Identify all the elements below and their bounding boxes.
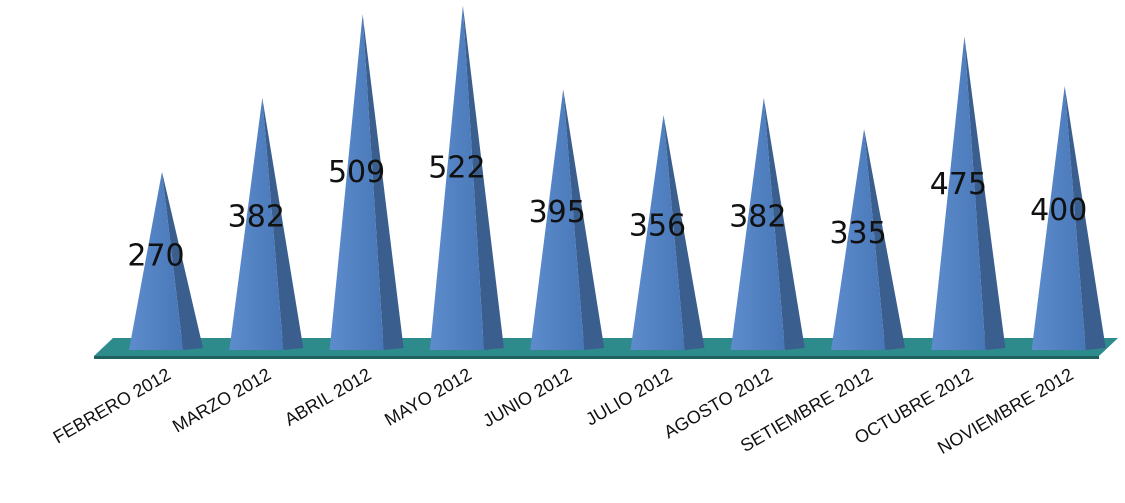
bar-side-face — [462, 5, 504, 350]
bar-front-face — [530, 89, 585, 351]
bar-noviembre-2012 — [1031, 86, 1106, 350]
data-label-setiembre-2012: 335 — [829, 216, 886, 251]
bar-front-face — [429, 5, 484, 350]
bar-front-face — [129, 171, 183, 350]
bar-front-face — [630, 115, 685, 350]
category-label-mayo-2012: MAYO 2012 — [381, 364, 475, 430]
bar-side-face — [563, 89, 605, 351]
bar-side-face — [162, 171, 203, 350]
category-label-julio-2012: JULIO 2012 — [582, 364, 675, 429]
bar-front-face — [229, 97, 284, 350]
bar-junio-2012 — [530, 89, 605, 351]
bar-octubre-2012 — [931, 36, 1006, 350]
bar-setiembre-2012 — [831, 128, 906, 350]
bar-front-face — [931, 36, 986, 350]
bar-side-face — [262, 97, 304, 350]
category-label-marzo-2012: MARZO 2012 — [169, 364, 274, 436]
bar-side-face — [864, 128, 906, 350]
bar-agosto-2012 — [730, 97, 805, 350]
category-label-febrero-2012: FEBRERO 2012 — [50, 364, 174, 447]
bar-abril-2012 — [329, 14, 404, 351]
bar-front-face — [329, 14, 384, 351]
bar-side-face — [663, 115, 705, 350]
data-label-agosto-2012: 382 — [729, 199, 786, 234]
bar-side-face — [964, 36, 1006, 350]
category-label-junio-2012: JUNIO 2012 — [479, 364, 575, 431]
data-label-noviembre-2012: 400 — [1030, 193, 1087, 228]
bar-front-face — [730, 97, 785, 350]
bar-marzo-2012 — [229, 97, 304, 350]
bar-side-face — [763, 97, 805, 350]
bar-mayo-2012 — [429, 5, 504, 350]
data-label-febrero-2012: 270 — [127, 239, 184, 274]
data-label-octubre-2012: 475 — [930, 167, 987, 202]
bar-julio-2012 — [630, 115, 705, 350]
data-label-mayo-2012: 522 — [428, 150, 485, 185]
bar-series — [129, 5, 1106, 351]
data-labels: 270 382 509 522 395 356 382 335 475 400 — [127, 150, 1087, 273]
bar-side-face — [362, 14, 404, 351]
data-label-marzo-2012: 382 — [228, 199, 285, 234]
bar-front-face — [831, 128, 886, 350]
data-label-julio-2012: 356 — [629, 208, 686, 243]
bar-side-face — [1064, 86, 1106, 350]
bar-febrero-2012 — [129, 171, 203, 350]
category-label-abril-2012: ABRIL 2012 — [281, 364, 374, 430]
floor-edge — [94, 356, 1099, 359]
bar-front-face — [1031, 86, 1086, 350]
data-label-junio-2012: 395 — [529, 195, 586, 230]
data-label-abril-2012: 509 — [328, 155, 385, 190]
